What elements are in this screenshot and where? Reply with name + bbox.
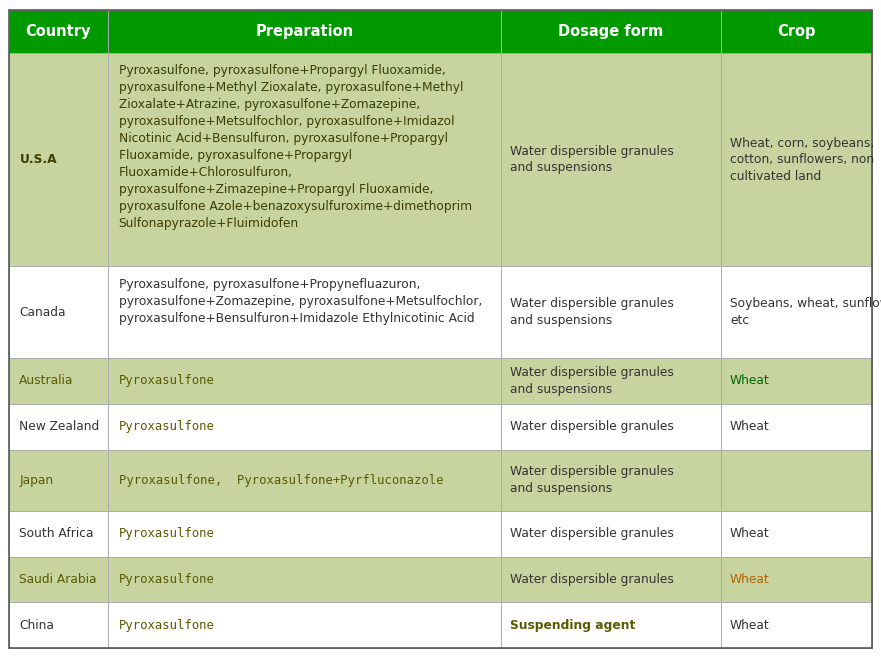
Text: Suspending agent: Suspending agent [510, 619, 635, 632]
Text: U.S.A: U.S.A [19, 153, 57, 166]
Bar [501, 404, 721, 449]
Bar [9, 266, 108, 358]
Bar [108, 511, 501, 557]
Bar [108, 557, 501, 602]
Bar [501, 557, 721, 602]
Text: Water dispersible granules: Water dispersible granules [510, 420, 674, 433]
Bar [721, 449, 872, 511]
Text: Soybeans, wheat, sunflowers,
etc: Soybeans, wheat, sunflowers, etc [729, 297, 881, 327]
Bar [108, 53, 501, 266]
Text: Australia: Australia [19, 374, 74, 388]
Text: Pyroxasulfone, pyroxasulfone+Propynefluazuron,
pyroxasulfone+Zomazepine, pyroxas: Pyroxasulfone, pyroxasulfone+Propyneflua… [119, 278, 482, 325]
Text: Crop: Crop [777, 24, 816, 39]
Text: Country: Country [26, 24, 92, 39]
Bar [501, 53, 721, 266]
Text: Water dispersible granules
and suspensions: Water dispersible granules and suspensio… [510, 366, 674, 395]
Text: Pyroxasulfone: Pyroxasulfone [119, 420, 215, 433]
Text: Wheat, corn, soybeans,
cotton, sunflowers, non
cultivated land: Wheat, corn, soybeans, cotton, sunflower… [729, 136, 874, 182]
Bar [108, 266, 501, 358]
Bar [721, 53, 872, 266]
Text: Dosage form: Dosage form [559, 24, 663, 39]
Bar [108, 358, 501, 404]
Text: Saudi Arabia: Saudi Arabia [19, 573, 97, 586]
Bar [721, 602, 872, 648]
Bar [9, 511, 108, 557]
Bar [108, 449, 501, 511]
Text: Pyroxasulfone, pyroxasulfone+Propargyl Fluoxamide,
pyroxasulfone+Methyl Zioxalat: Pyroxasulfone, pyroxasulfone+Propargyl F… [119, 64, 472, 230]
Bar [9, 53, 108, 266]
Bar [501, 266, 721, 358]
Text: Water dispersible granules: Water dispersible granules [510, 527, 674, 540]
Text: Water dispersible granules
and suspensions: Water dispersible granules and suspensio… [510, 145, 674, 174]
Bar [721, 266, 872, 358]
Text: South Africa: South Africa [19, 527, 94, 540]
Bar [108, 602, 501, 648]
Text: Pyroxasulfone: Pyroxasulfone [119, 619, 215, 632]
Text: Pyroxasulfone: Pyroxasulfone [119, 527, 215, 540]
Text: Water dispersible granules
and suspensions: Water dispersible granules and suspensio… [510, 465, 674, 495]
Bar [501, 602, 721, 648]
Bar [9, 10, 108, 53]
Bar [501, 511, 721, 557]
Bar [9, 449, 108, 511]
Bar [501, 358, 721, 404]
Bar [9, 358, 108, 404]
Text: Water dispersible granules: Water dispersible granules [510, 573, 674, 586]
Text: Wheat: Wheat [729, 527, 770, 540]
Text: New Zealand: New Zealand [19, 420, 100, 433]
Text: China: China [19, 619, 55, 632]
Bar [721, 358, 872, 404]
Bar [501, 449, 721, 511]
Bar [9, 602, 108, 648]
Text: Canada: Canada [19, 306, 66, 318]
Text: Wheat: Wheat [729, 619, 770, 632]
Bar [721, 404, 872, 449]
Text: Pyroxasulfone: Pyroxasulfone [119, 573, 215, 586]
Bar [9, 557, 108, 602]
Bar [9, 404, 108, 449]
Text: Water dispersible granules
and suspensions: Water dispersible granules and suspensio… [510, 297, 674, 327]
Text: Wheat: Wheat [729, 374, 770, 388]
Text: Pyroxasulfone: Pyroxasulfone [119, 374, 215, 388]
Bar [108, 10, 501, 53]
Text: Wheat: Wheat [729, 573, 770, 586]
Text: Preparation: Preparation [255, 24, 353, 39]
Text: Pyroxasulfone,  Pyroxasulfone+Pyrfluconazole: Pyroxasulfone, Pyroxasulfone+Pyrfluconaz… [119, 474, 443, 487]
Bar [721, 557, 872, 602]
Bar [721, 511, 872, 557]
Text: Japan: Japan [19, 474, 54, 487]
Text: Wheat: Wheat [729, 420, 770, 433]
Bar [108, 404, 501, 449]
Bar [721, 10, 872, 53]
Bar [501, 10, 721, 53]
